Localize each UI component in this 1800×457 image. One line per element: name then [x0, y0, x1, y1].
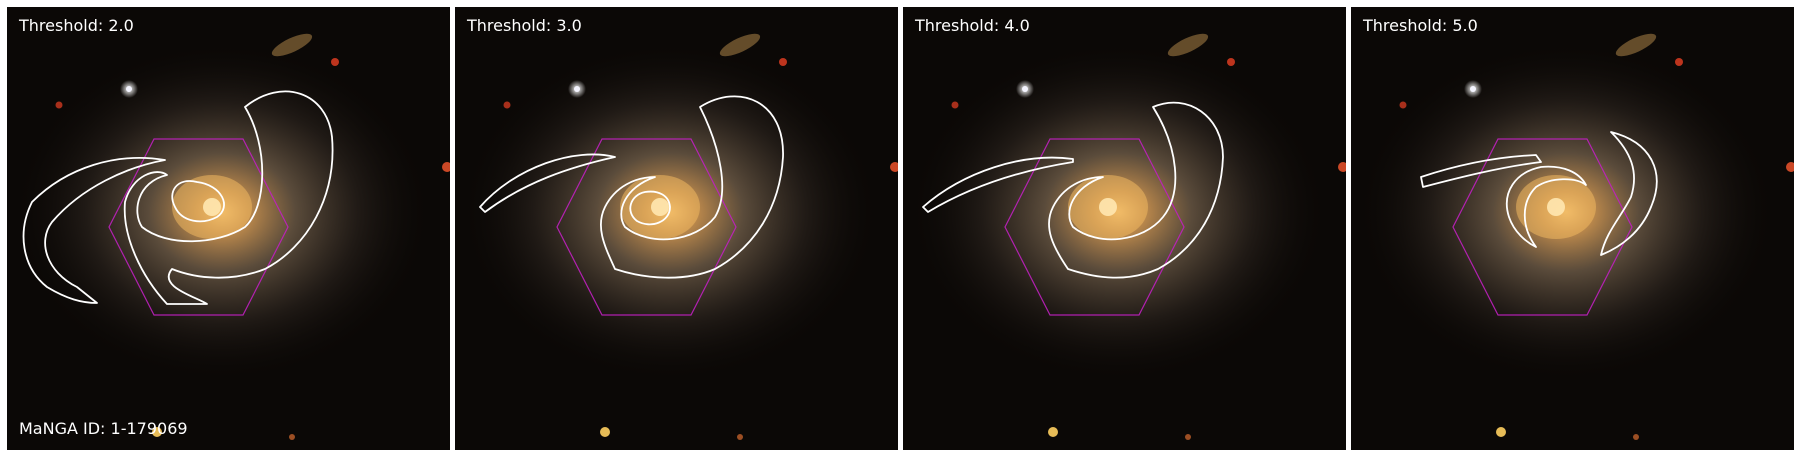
red-star: [951, 101, 959, 109]
galaxy-image: [7, 7, 450, 450]
red-star: [1675, 58, 1683, 66]
galaxy-image: [455, 7, 898, 450]
threshold-label: Threshold: 2.0: [19, 16, 134, 35]
white-star-core: [1022, 86, 1028, 92]
galaxy-nucleus: [651, 198, 669, 216]
spiral-arm-contour: [1048, 101, 1224, 279]
red-star: [1399, 101, 1407, 109]
white-star-core: [574, 86, 580, 92]
ifu-hexagon: [1452, 138, 1633, 316]
white-star-core: [126, 86, 132, 92]
red-star: [1185, 434, 1191, 440]
red-star: [1633, 434, 1639, 440]
red-star: [890, 162, 898, 172]
yellow-star: [1496, 427, 1506, 437]
manga-id-label: MaNGA ID: 1-179069: [19, 419, 188, 438]
galaxy-image: [903, 7, 1346, 450]
red-star: [737, 434, 743, 440]
spiral-arm-contour: [1506, 165, 1587, 248]
yellow-star: [600, 427, 610, 437]
background-galaxy: [1167, 33, 1209, 57]
red-star: [779, 58, 787, 66]
threshold-label: Threshold: 5.0: [1363, 16, 1478, 35]
galaxy-image: [1351, 7, 1794, 450]
spiral-arm-contour: [479, 153, 616, 213]
red-star: [1227, 58, 1235, 66]
galaxy-nucleus: [1547, 198, 1565, 216]
red-star: [1338, 162, 1346, 172]
spiral-arm-contour: [171, 180, 225, 223]
panel-threshold-5: Threshold: 5.0: [1351, 7, 1794, 450]
yellow-star: [1048, 427, 1058, 437]
red-star: [503, 101, 511, 109]
spiral-arm-contour: [1420, 154, 1542, 188]
galaxy-nucleus: [1099, 198, 1117, 216]
threshold-label: Threshold: 3.0: [467, 16, 582, 35]
spiral-arm-contour: [1600, 131, 1658, 256]
yellow-star: [152, 427, 162, 437]
red-star: [1786, 162, 1794, 172]
ifu-hexagon: [108, 138, 289, 316]
threshold-label: Threshold: 4.0: [915, 16, 1030, 35]
panel-threshold-3: Threshold: 3.0: [455, 7, 898, 450]
red-star: [55, 101, 63, 109]
spiral-arm-contour: [629, 190, 671, 226]
panel-threshold-2: Threshold: 2.0 MaNGA ID: 1-179069: [7, 7, 450, 450]
background-galaxy: [719, 33, 761, 57]
white-star-core: [1470, 86, 1476, 92]
spiral-arm-contour: [123, 90, 334, 305]
spiral-arm-contour: [922, 156, 1074, 213]
background-galaxy: [271, 33, 313, 57]
galaxy-nucleus: [203, 198, 221, 216]
ifu-hexagon: [556, 138, 737, 316]
panel-threshold-4: Threshold: 4.0: [903, 7, 1346, 450]
red-star: [331, 58, 339, 66]
background-galaxy: [1615, 33, 1657, 57]
spiral-arm-contour: [600, 95, 784, 279]
red-star: [289, 434, 295, 440]
ifu-hexagon: [1004, 138, 1185, 316]
spiral-arm-contour: [22, 157, 166, 304]
red-star: [442, 162, 450, 172]
